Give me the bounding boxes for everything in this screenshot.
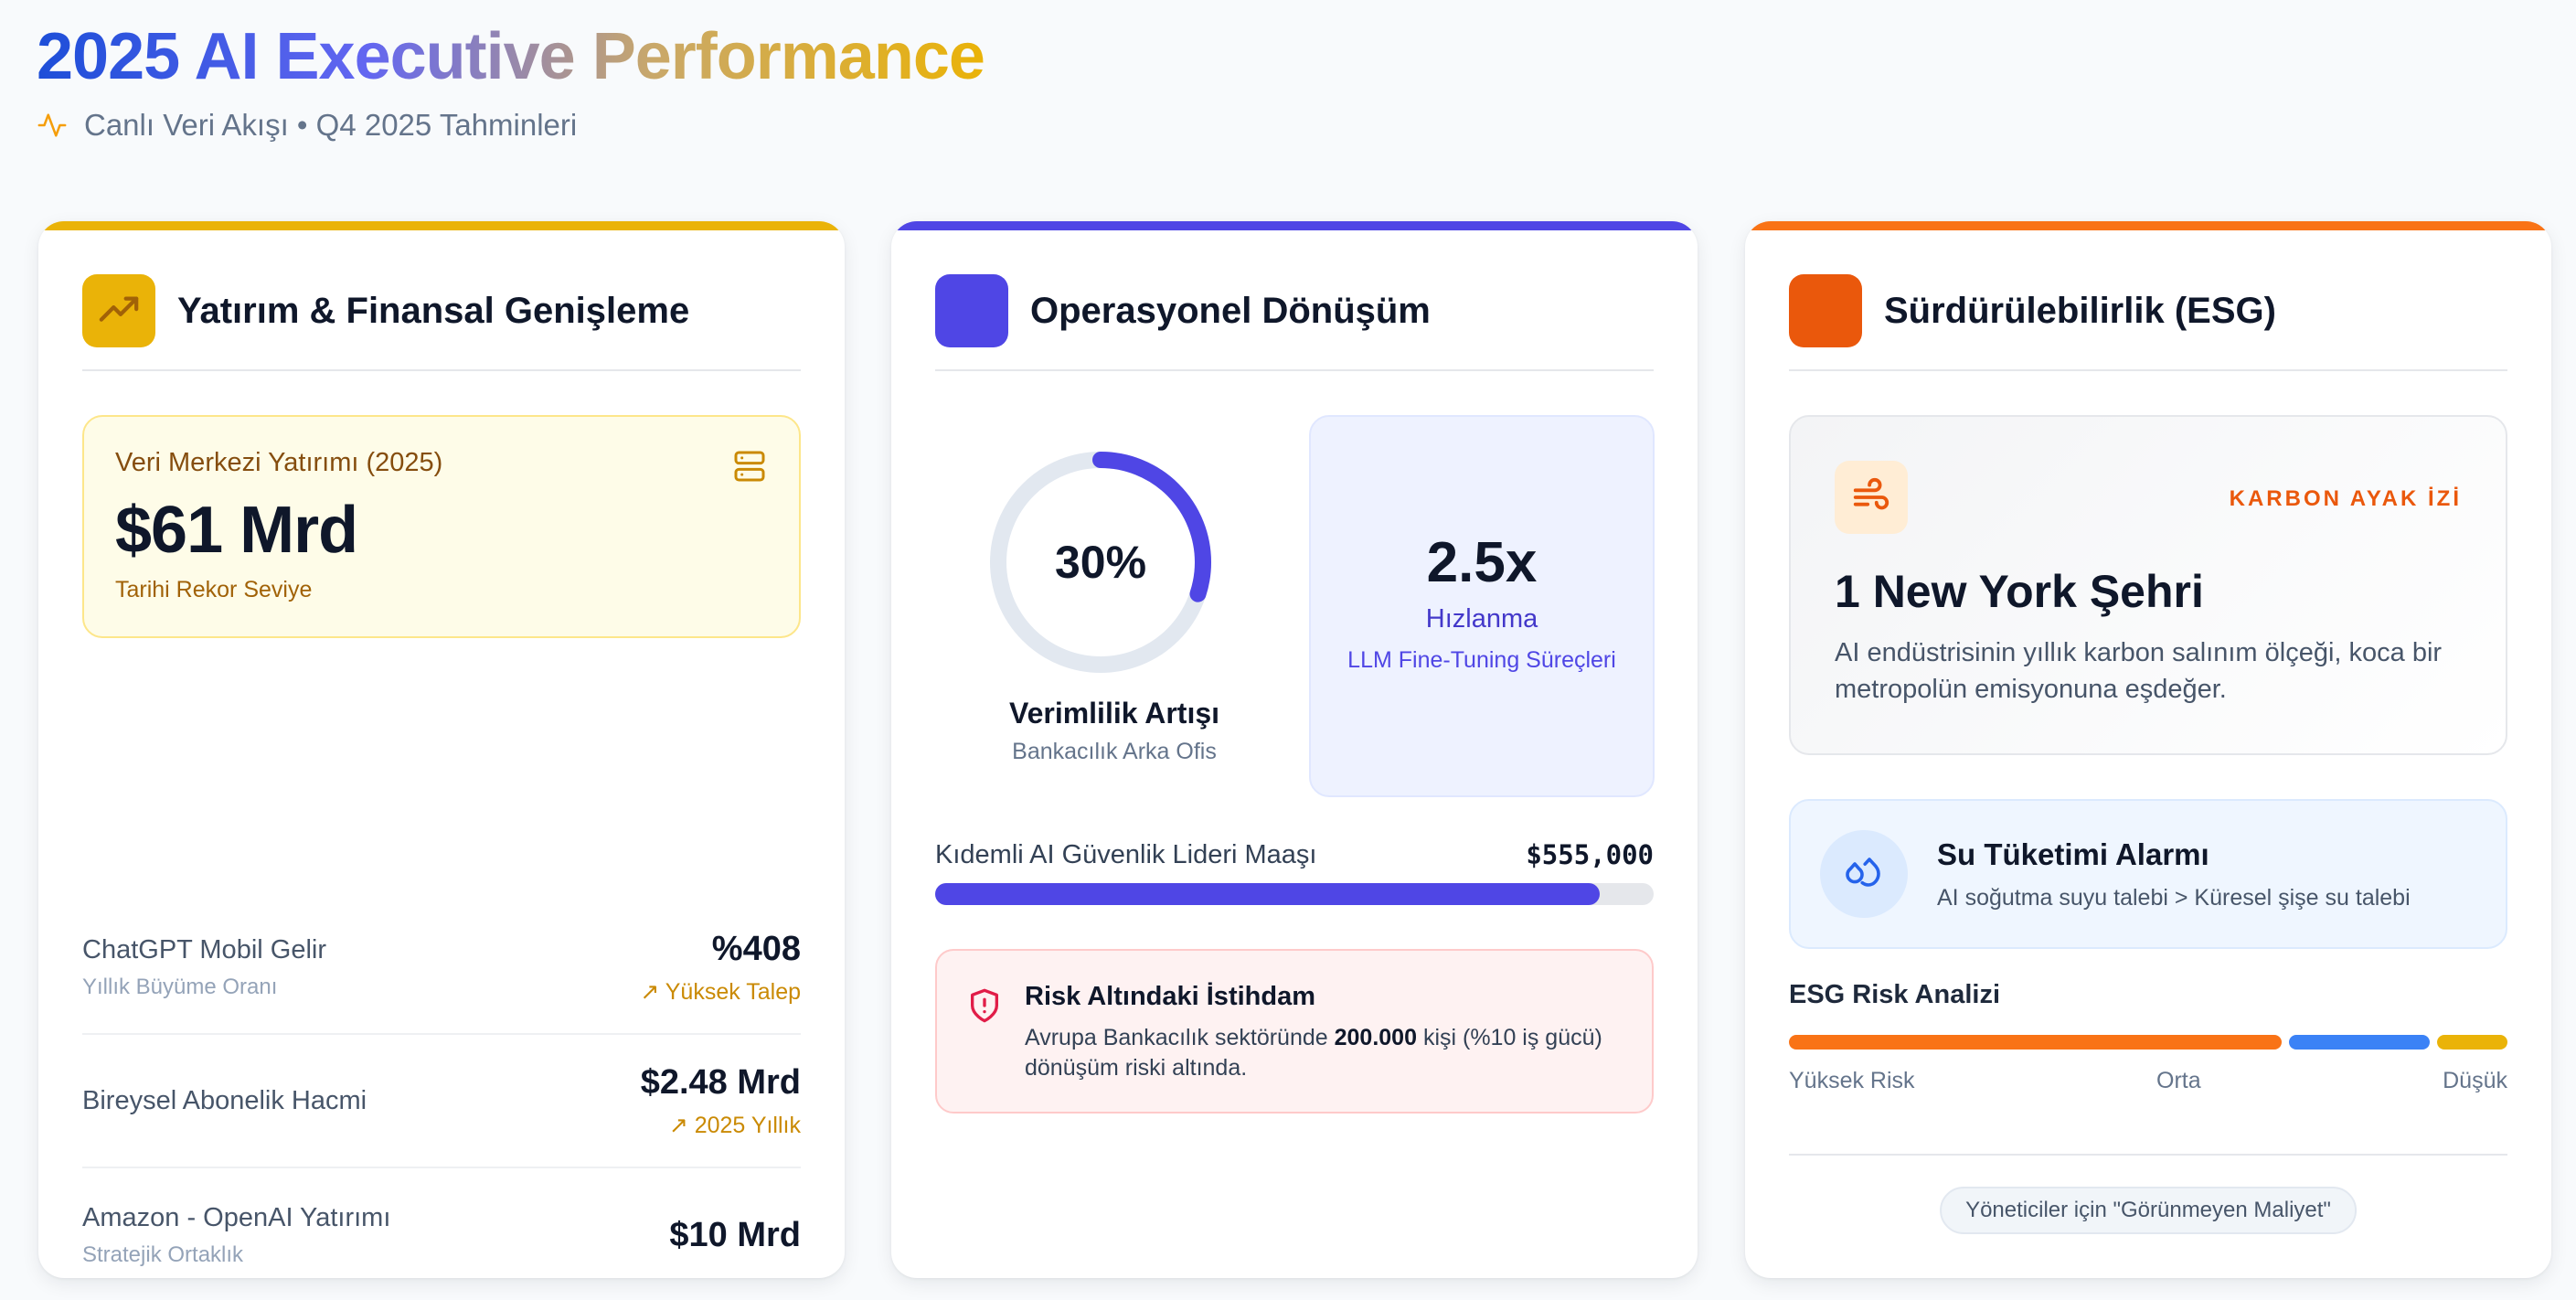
esg-label-high: Yüksek Risk [1789,1068,1915,1093]
esg-risk-labels: Yüksek Risk Orta Düşük [1789,1068,2507,1094]
datacenter-value: $61 Mrd [115,494,358,567]
employment-risk-box: Risk Altındaki İstihdam Avrupa Bankacılı… [935,949,1654,1114]
ring-progress [990,452,1211,673]
efficiency-ring: 30% [986,448,1215,677]
speedup-sub: LLM Fine-Tuning Süreçleri [1347,647,1616,673]
activity-icon [37,113,67,137]
stat-name: Amazon - OpenAI Yatırımı [82,1202,391,1232]
leaf-icon [1789,274,1862,347]
divider [1789,1154,2507,1156]
investment-card-header: Yatırım & Finansal Genişleme [82,274,801,371]
salary-row: Kıdemli AI Güvenlik Lideri Maaşı $555,00… [935,839,1654,870]
stat-value: $2.48 Mrd [640,1062,801,1102]
trending-up-icon [82,274,155,347]
carbon-tag: KARBON AYAK İZİ [2229,486,2462,511]
hidden-cost-badge[interactable]: Yöneticiler için "Görünmeyen Maliyet" [1940,1187,2357,1234]
esg-segment-0 [1789,1035,2282,1050]
salary-progress-bar [935,883,1654,905]
shield-alert-icon [971,988,998,1023]
stat-desc: Stratejik Ortaklık [82,1241,244,1267]
operations-card-header: Operasyonel Dönüşüm [935,274,1654,371]
server-icon [734,451,765,482]
stat-row-subscription: Bireysel Abonelik Hacmi $2.48 Mrd ↗ 2025… [82,1035,801,1168]
esg-segment-1 [2288,1035,2430,1050]
datacenter-investment-box: Veri Merkezi Yatırımı (2025) $61 Mrd Tar… [82,415,801,638]
salary-progress-fill [935,883,1601,905]
risk-count: 200.000 [1334,1025,1417,1050]
efficiency-sub: Bankacılık Arka Ofis [1012,739,1217,764]
stat-desc: Yıllık Büyüme Oranı [82,974,278,999]
stat-trend: ↗ 2025 Yıllık [668,1112,801,1138]
operations-card: Operasyonel Dönüşüm 30% Verimlilik Artış… [891,221,1698,1278]
water-title: Su Tüketimi Alarmı [1937,836,2209,871]
esg-segment-2 [2436,1035,2507,1050]
droplets-icon [1820,830,1908,918]
stat-value: %408 [711,929,801,968]
speedup-label: Hızlanma [1425,604,1538,634]
page-header: 2025 AI Executive Performance Canlı Veri… [37,18,985,143]
water-alarm-box: Su Tüketimi Alarmı AI soğutma suyu taleb… [1789,799,2507,949]
esg-card-header: Sürdürülebilirlik (ESG) [1789,274,2507,371]
salary-value: $555,000 [1526,839,1654,870]
risk-text: Avrupa Bankacılık sektöründe 200.000 kiş… [1025,1025,1602,1081]
speedup-box: 2.5x Hızlanma LLM Fine-Tuning Süreçleri [1309,415,1655,797]
cpu-icon [935,274,1008,347]
salary-label: Kıdemli AI Güvenlik Lideri Maaşı [935,839,1317,869]
stat-name: ChatGPT Mobil Gelir [82,934,326,964]
esg-card-title: Sürdürülebilirlik (ESG) [1884,291,2276,331]
risk-title: Risk Altındaki İstihdam [1025,982,1315,1011]
water-text: AI soğutma suyu talebi > Küresel şişe su… [1937,884,2411,911]
carbon-footprint-box: KARBON AYAK İZİ 1 New York Şehri AI endü… [1789,415,2507,755]
page-title: 2025 AI Executive Performance [37,20,985,93]
stat-row-chatgpt: ChatGPT Mobil Gelir Yıllık Büyüme Oranı … [82,901,801,1035]
investment-card-title: Yatırım & Finansal Genişleme [177,291,690,331]
operations-card-title: Operasyonel Dönüşüm [1030,291,1431,331]
datacenter-label: Veri Merkezi Yatırımı (2025) [115,448,443,477]
carbon-title: 1 New York Şehri [1835,566,2204,617]
stat-name: Bireysel Abonelik Hacmi [82,1085,367,1115]
page-subtitle: Canlı Veri Akışı • Q4 2025 Tahminleri [37,108,985,143]
wind-icon [1835,461,1908,534]
esg-label-low: Düşük [2443,1068,2507,1093]
subtitle-text: Canlı Veri Akışı • Q4 2025 Tahminleri [84,108,578,142]
stat-trend: ↗ Yüksek Talep [640,978,801,1005]
stat-value: $10 Mrd [669,1215,801,1254]
esg-risk-bar [1789,1035,2507,1050]
esg-risk-title: ESG Risk Analizi [1789,980,2000,1009]
investment-card: Yatırım & Finansal Genişleme Veri Merkez… [38,221,845,1278]
efficiency-label: Verimlilik Artışı [1008,697,1220,730]
carbon-text: AI endüstrisinin yıllık karbon salınım ö… [1835,638,2443,704]
speedup-value: 2.5x [1426,531,1538,594]
datacenter-sub: Tarihi Rekor Seviye [115,577,313,602]
esg-label-medium: Orta [2156,1068,2201,1093]
stat-row-amazon: Amazon - OpenAI Yatırımı Stratejik Ortak… [82,1168,801,1278]
esg-card: Sürdürülebilirlik (ESG) KARBON AYAK İZİ … [1745,221,2551,1278]
efficiency-value: 30% [1054,537,1147,588]
